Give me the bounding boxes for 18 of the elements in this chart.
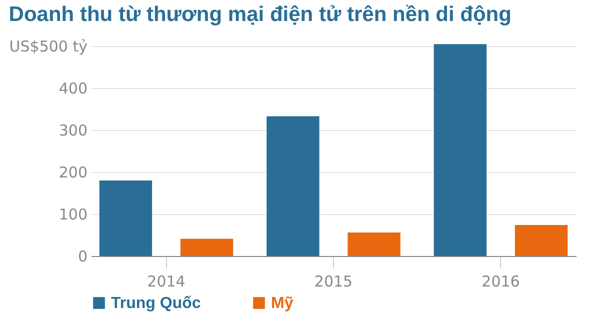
y-tick-label: 200 bbox=[58, 164, 88, 182]
legend-label: Mỹ bbox=[271, 295, 294, 312]
x-tick-label: 2016 bbox=[482, 272, 520, 290]
y-tick-label: US$500 tỷ bbox=[9, 38, 88, 56]
y-tick-label: 400 bbox=[58, 80, 88, 98]
y-tick-label: 100 bbox=[58, 206, 88, 224]
chart-title: Doanh thu từ thương mại điện tử trên nền di động bbox=[8, 3, 512, 26]
legend-label: Trung Quốc bbox=[111, 295, 201, 312]
bar bbox=[180, 238, 234, 256]
x-tick-label: 2015 bbox=[314, 272, 353, 290]
bar bbox=[514, 224, 568, 256]
x-tick-label: 2014 bbox=[147, 272, 186, 290]
y-tick-label: 0 bbox=[78, 248, 88, 266]
y-tick-label: 300 bbox=[58, 122, 88, 140]
bar bbox=[266, 116, 320, 256]
bar bbox=[434, 44, 487, 256]
bar bbox=[99, 180, 152, 256]
bar bbox=[348, 232, 400, 256]
